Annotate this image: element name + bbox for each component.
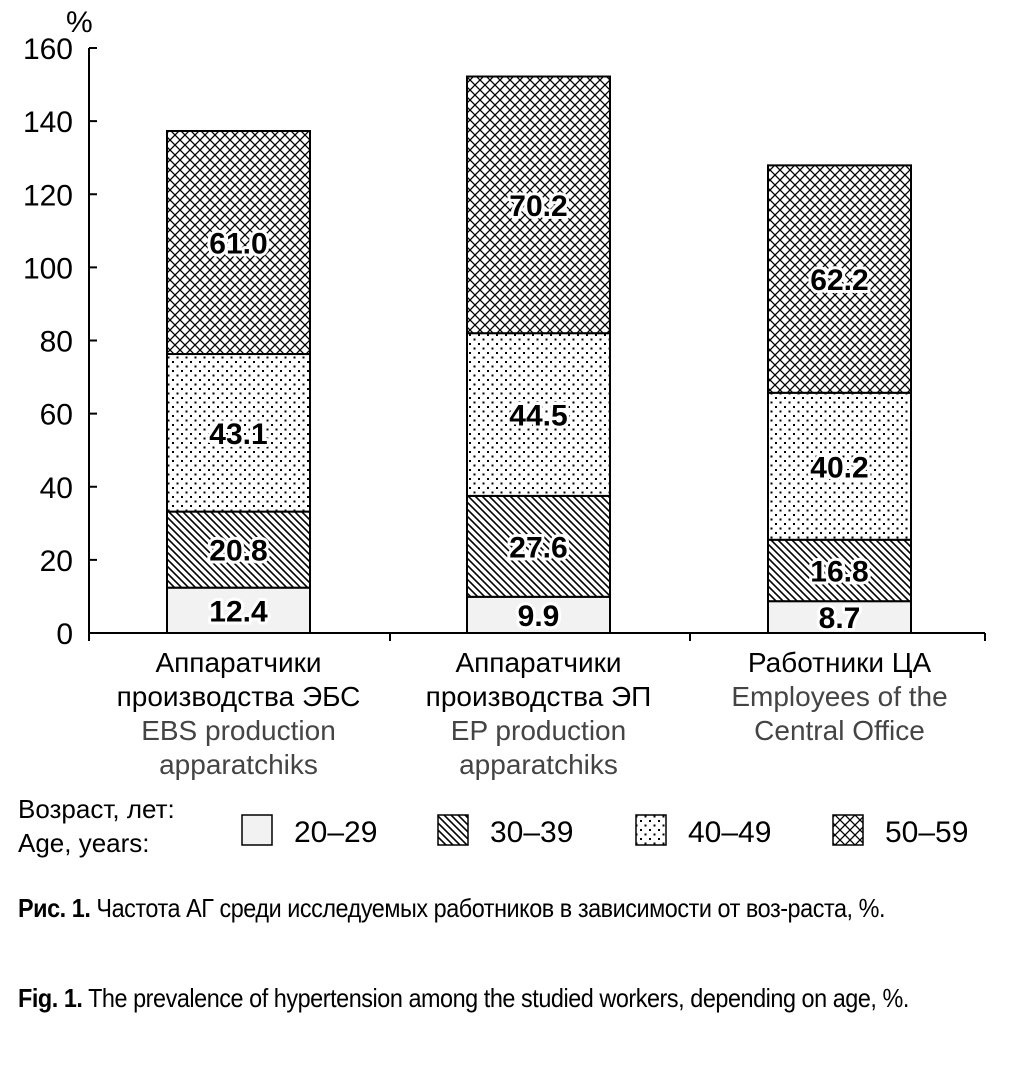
bar-segment (166, 586, 311, 634)
bar-segment (767, 391, 912, 541)
y-tick-label: 120 (23, 179, 73, 212)
y-tick-label: 140 (23, 106, 73, 139)
figure-caption-ru: Рис. 1. Частота АГ среди исследуемых раб… (18, 888, 990, 928)
category-label-en: Employees of the (731, 681, 947, 712)
bars (166, 75, 912, 634)
y-ticks: 0 20 40 60 80 100 120 140 160 (23, 33, 986, 651)
bar-value-label: 61.0 (209, 228, 267, 261)
bar-labels: 12.4 20.8 43.1 61.0 9.9 27.6 44.5 70.2 8.7 16.8 40… (206, 187, 871, 638)
category-label-ru: Работники ЦА (748, 647, 932, 678)
legend-swatch (635, 814, 667, 846)
category-label-ru: Аппаратчики (155, 647, 321, 678)
figure-caption-en: Fig. 1. The prevalence of hypertension a… (18, 978, 990, 1018)
legend: Возраст, лет: Age, years: 20–29 30–39 40–49 5… (18, 794, 968, 858)
bar-segment (466, 494, 611, 598)
caption-en-label: Fig. 1. (18, 983, 83, 1013)
bar-value-label: 12.4 (209, 595, 268, 628)
legend-title: Возраст, лет: (18, 794, 175, 824)
y-tick-label: 20 (40, 545, 73, 578)
y-tick-label: 160 (23, 33, 73, 66)
bar-value-label: 16.8 (810, 555, 868, 588)
bar-value-label: 40.2 (810, 451, 868, 484)
bar-value-label: 62.2 (810, 264, 868, 297)
legend-swatch (832, 814, 864, 846)
category-label-en: EP production (451, 715, 626, 746)
stacked-bar-chart: % 0 20 40 60 80 100 120 140 160 12.4 20.8 43.1 61.0… (18, 6, 986, 858)
bar-segment (166, 129, 311, 356)
caption-en-text: The prevalence of hypertension among the… (82, 983, 909, 1013)
bar-segment (166, 510, 311, 589)
bar-segment (767, 600, 912, 634)
bar-value-label: 43.1 (209, 418, 267, 451)
category-label-en: apparatchiks (159, 749, 318, 780)
bar-value-label: 44.5 (509, 400, 567, 433)
y-tick-label: 0 (56, 618, 73, 651)
legend-title: Age, years: (18, 828, 150, 858)
bar-value-label: 20.8 (209, 535, 267, 568)
category-label-ru: производства ЭБС (117, 681, 361, 712)
bar-segment (767, 538, 912, 603)
category-label-en: EBS production (141, 715, 336, 746)
bar-value-label: 8.7 (819, 602, 861, 635)
legend-swatch (437, 814, 469, 846)
y-tick-label: 100 (23, 252, 73, 285)
y-tick-label: 80 (40, 326, 73, 359)
category-label-ru: производства ЭП (426, 681, 652, 712)
bar-segment (466, 332, 611, 497)
caption-ru-label: Рис. 1. (18, 893, 91, 923)
category-label-en: apparatchiks (459, 749, 618, 780)
bar-segment (466, 75, 611, 335)
legend-label: 20–29 (294, 816, 377, 849)
y-tick-label: 60 (40, 399, 73, 432)
bar-value-label: 9.9 (518, 600, 560, 633)
legend-label: 40–49 (688, 816, 771, 849)
legend-swatch (241, 814, 273, 846)
y-tick-label: 40 (40, 472, 73, 505)
y-axis-unit: % (66, 6, 93, 39)
legend-label: 30–39 (490, 816, 573, 849)
category-label-en: Central Office (754, 715, 925, 746)
bar-value-label: 70.2 (509, 190, 567, 223)
bar-segment (767, 164, 912, 394)
legend-label: 50–59 (885, 816, 968, 849)
caption-ru-text: Частота АГ среди исследуемых работников … (90, 893, 886, 923)
category-label-ru: Аппаратчики (455, 647, 621, 678)
bar-value-label: 27.6 (509, 531, 567, 564)
